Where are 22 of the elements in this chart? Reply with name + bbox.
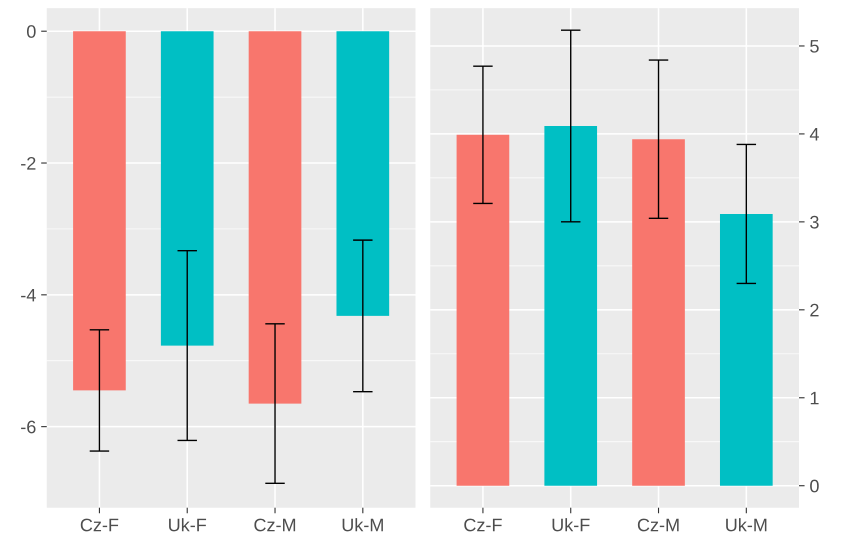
y-tick-label: 3 [810, 216, 819, 229]
y-tick-label: 1 [810, 392, 819, 404]
x-tick-label: Cz-M [638, 518, 679, 532]
y-tick-label: 5 [810, 40, 819, 53]
x-tick-label: Cz-M [254, 518, 296, 532]
y-tick-label: -4 [21, 288, 36, 302]
x-tick-label: Cz-F [464, 518, 502, 532]
bar [544, 126, 598, 486]
y-tick-label: 4 [810, 128, 819, 140]
bar [720, 214, 773, 486]
y-tick-label: -2 [21, 156, 36, 170]
y-tick-label: -6 [21, 420, 36, 434]
x-tick-label: Cz-F [80, 518, 118, 532]
x-tick-label: Uk-M [342, 518, 383, 532]
y-tick-label: 0 [810, 480, 819, 492]
y-tick-label: 0 [27, 25, 36, 38]
x-tick-label: Uk-F [552, 518, 590, 532]
bar [456, 134, 510, 486]
x-tick-label: Uk-M [726, 518, 766, 532]
x-tick-label: Uk-F [169, 518, 206, 532]
bar [632, 139, 685, 486]
y-tick-label: 2 [810, 304, 819, 316]
